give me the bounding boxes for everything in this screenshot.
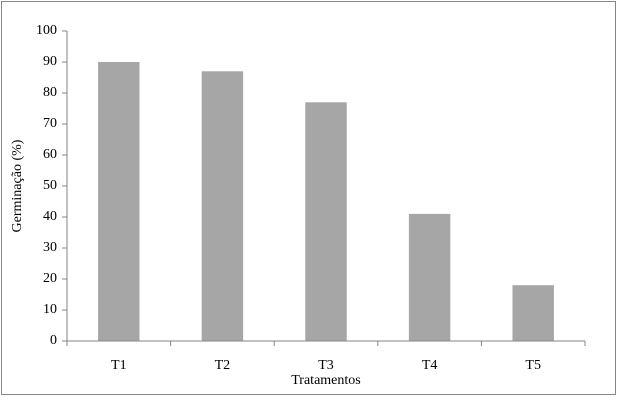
y-axis-label: Germinação (%) <box>10 139 25 232</box>
y-tick-label: 30 <box>43 240 57 255</box>
y-tick-label: 90 <box>43 54 57 69</box>
y-tick-label: 60 <box>43 147 57 162</box>
x-tick-label: T1 <box>111 358 127 373</box>
bar <box>408 213 451 341</box>
bar <box>305 102 347 341</box>
y-tick-label: 80 <box>43 85 57 100</box>
y-tick-label: 70 <box>43 116 57 131</box>
x-tick-label: T5 <box>525 358 541 373</box>
x-axis-label: Tratamentos <box>291 373 360 388</box>
bar <box>201 71 244 342</box>
x-tick-label: T4 <box>422 358 438 373</box>
y-tick-label: 40 <box>43 209 57 224</box>
x-tick-label: T2 <box>215 358 231 373</box>
bar <box>512 285 554 341</box>
bar <box>98 62 140 341</box>
y-tick-label: 0 <box>50 333 57 348</box>
y-tick-label: 100 <box>36 23 57 38</box>
y-tick-label: 20 <box>43 271 57 286</box>
y-tick-label: 10 <box>43 302 57 317</box>
x-tick-label: T3 <box>318 358 334 373</box>
y-tick-label: 50 <box>43 178 57 193</box>
